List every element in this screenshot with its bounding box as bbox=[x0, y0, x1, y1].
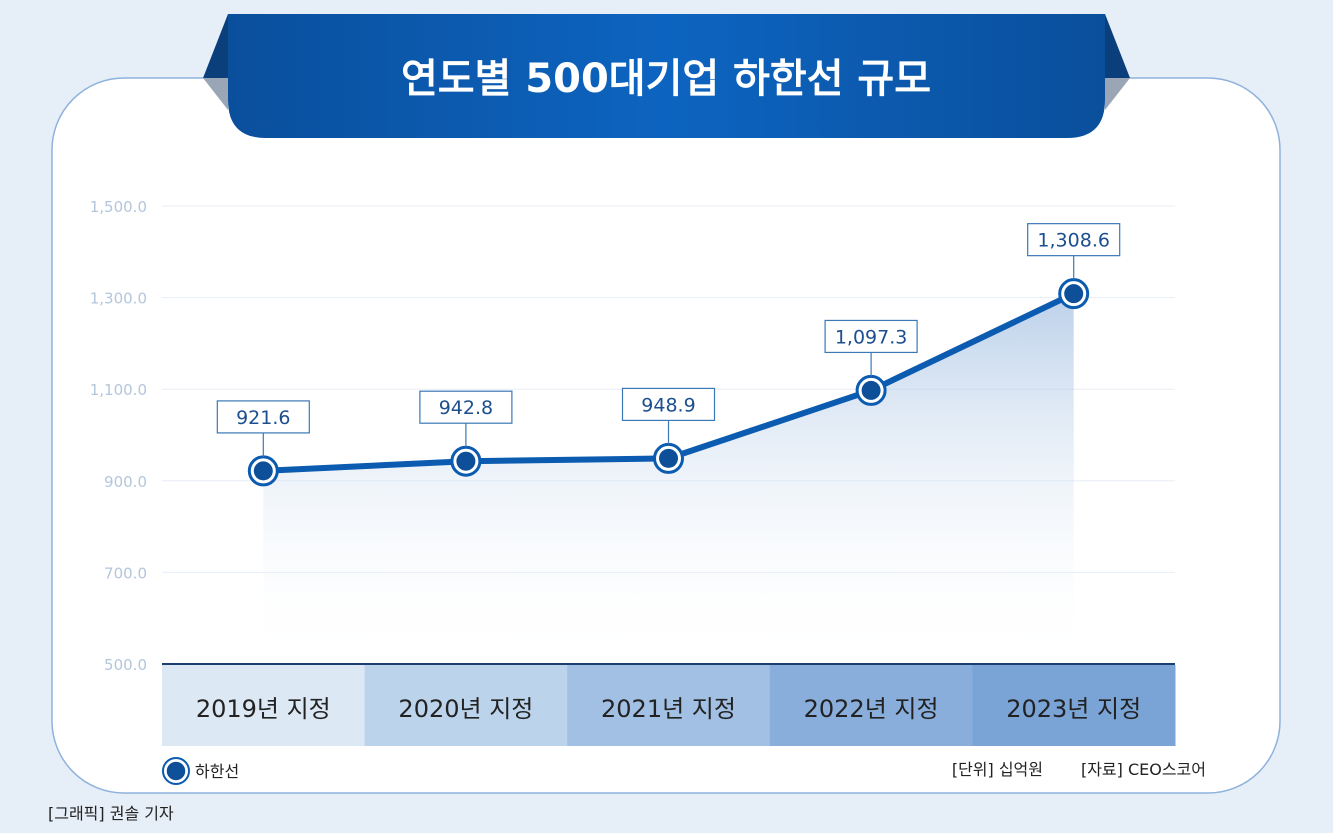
x-tick-label: 2021년 지정 bbox=[601, 695, 736, 723]
y-tick-label: 1,100.0 bbox=[90, 381, 147, 399]
data-point bbox=[1058, 278, 1090, 310]
data-point-dot bbox=[456, 451, 476, 471]
data-point bbox=[450, 445, 482, 477]
legend-marker-ring-icon bbox=[162, 757, 190, 785]
y-axis-ticks: 500.0 700.0 900.0 1,100.0 1,300.0 1,500.0 bbox=[90, 198, 147, 674]
data-label-text: 921.6 bbox=[236, 407, 290, 429]
source-note: [자료] CEO스코어 bbox=[1081, 760, 1206, 779]
y-tick-label: 1,500.0 bbox=[90, 198, 147, 216]
area-fill bbox=[263, 293, 1074, 664]
legend-label: 하한선 bbox=[195, 762, 239, 781]
unit-note: [단위] 십억원 bbox=[952, 760, 1043, 779]
y-tick-label: 500.0 bbox=[104, 656, 147, 674]
category-band bbox=[769, 665, 973, 746]
x-tick-label: 2022년 지정 bbox=[804, 695, 939, 723]
category-bands: 2019년 지정 2020년 지정 2021년 지정 2022년 지정 2023년 지정 bbox=[162, 665, 1176, 746]
data-points bbox=[247, 278, 1090, 487]
data-point-dot bbox=[253, 461, 273, 481]
x-tick-label: 2019년 지정 bbox=[196, 695, 331, 723]
y-tick-label: 1,300.0 bbox=[90, 290, 147, 308]
data-label: 948.9 bbox=[621, 387, 716, 445]
category-band bbox=[364, 665, 568, 746]
category-band bbox=[972, 665, 1176, 746]
chart-title: 연도별 500대기업 하한선 규모 bbox=[401, 56, 931, 102]
data-point bbox=[855, 374, 887, 406]
banner-fold-right bbox=[1105, 14, 1130, 78]
data-label: 1,308.6 bbox=[1027, 223, 1121, 280]
data-label-box bbox=[824, 319, 918, 354]
data-point-dot bbox=[1064, 284, 1084, 304]
credit-note: [그래픽] 권솔 기자 bbox=[48, 804, 174, 823]
data-label-box bbox=[216, 400, 310, 434]
x-tick-label: 2020년 지정 bbox=[398, 695, 533, 723]
data-labels: 921.6 942.8 948.9 1,097.3 1,308.6 bbox=[216, 223, 1121, 457]
data-point bbox=[653, 442, 684, 474]
banner-fold-left bbox=[203, 14, 228, 78]
data-label: 942.8 bbox=[419, 390, 513, 448]
banner-shadow-right bbox=[1105, 78, 1130, 110]
y-tick-label: 900.0 bbox=[104, 473, 147, 491]
data-label-box bbox=[419, 390, 513, 424]
data-label-text: 942.8 bbox=[439, 397, 493, 419]
data-label-text: 1,308.6 bbox=[1037, 230, 1110, 252]
data-label: 921.6 bbox=[216, 400, 310, 457]
banner-shadow-left bbox=[203, 78, 228, 110]
data-label-box bbox=[1027, 223, 1121, 257]
series-area bbox=[263, 293, 1074, 664]
data-label-text: 948.9 bbox=[641, 394, 695, 416]
data-point-dot bbox=[659, 448, 678, 468]
title-banner bbox=[228, 14, 1105, 138]
data-label-box bbox=[621, 387, 716, 422]
data-label-text: 1,097.3 bbox=[835, 326, 908, 348]
legend-marker-icon bbox=[164, 759, 188, 783]
x-tick-label: 2023년 지정 bbox=[1006, 695, 1141, 723]
y-tick-label: 700.0 bbox=[104, 564, 147, 582]
data-point bbox=[247, 455, 279, 487]
legend: 하한선 bbox=[162, 757, 239, 785]
data-point-dot bbox=[861, 380, 881, 400]
category-band bbox=[162, 665, 366, 746]
data-label: 1,097.3 bbox=[824, 319, 918, 377]
category-band bbox=[567, 665, 771, 746]
